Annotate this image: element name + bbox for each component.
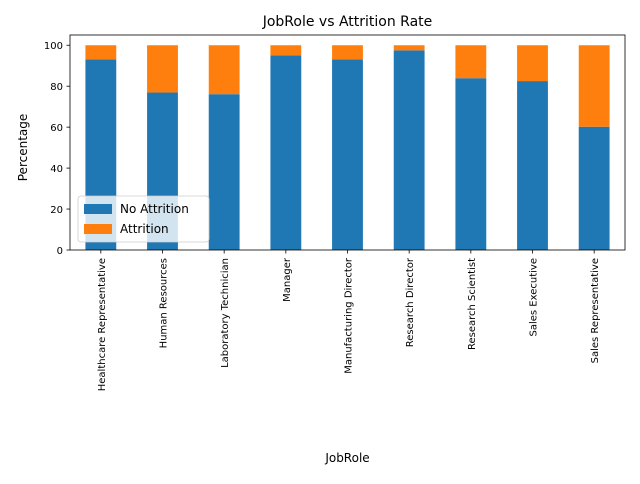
bar-attrition-5 [393,45,425,51]
bar-no-attrition-8 [578,126,610,250]
bar-attrition-8 [578,45,610,127]
x-tick-label-0: Healthcare Representative [97,258,108,391]
bar-attrition-6 [455,45,487,79]
bar-no-attrition-2 [208,94,240,251]
y-tick-label-4: 80 [50,82,63,93]
x-tick-label-2: Laboratory Technician [220,258,231,368]
x-tick-label-1: Human Resources [159,258,170,348]
legend: No Attrition Attrition [77,195,210,243]
legend-swatch-attrition [84,224,112,234]
bar-attrition-4 [332,45,363,60]
x-tick-label-5: Research Director [405,257,416,347]
bar-attrition-0 [85,45,117,60]
x-tick-label-3: Manager [282,257,293,302]
axes-layer: 0 20 40 60 80 100 Healthcare Representative Hum… [44,34,626,391]
x-axis-label: JobRole [324,451,369,465]
y-tick-label-0: 0 [57,246,63,257]
bar-no-attrition-6 [455,78,487,250]
y-tick-label-3: 60 [50,123,63,134]
bar-attrition-7 [517,45,548,82]
x-tick-label-6: Research Scientist [467,258,478,350]
bar-no-attrition-5 [393,50,425,250]
x-tick-label-4: Manufacturing Director [344,257,355,374]
legend-swatch-no-attrition [84,204,112,214]
y-tick-label-2: 40 [50,164,63,175]
chart-title: JobRole vs Attrition Rate [262,14,433,30]
x-tick-label-7: Sales Executive [529,258,540,336]
legend-label-attrition: Attrition [120,222,169,236]
bar-no-attrition-3 [270,55,302,250]
y-tick-label-5: 100 [44,41,63,52]
legend-label-no-attrition: No Attrition [120,202,189,216]
bar-attrition-2 [208,45,240,95]
x-tick-label-8: Sales Representative [590,258,601,363]
y-tick-label-1: 20 [50,205,63,216]
y-axis-label: Percentage [16,114,30,182]
bars-layer [85,45,610,251]
bar-attrition-3 [270,45,302,56]
bar-attrition-1 [147,45,178,93]
bar-no-attrition-7 [517,81,548,250]
bar-no-attrition-4 [332,59,363,251]
